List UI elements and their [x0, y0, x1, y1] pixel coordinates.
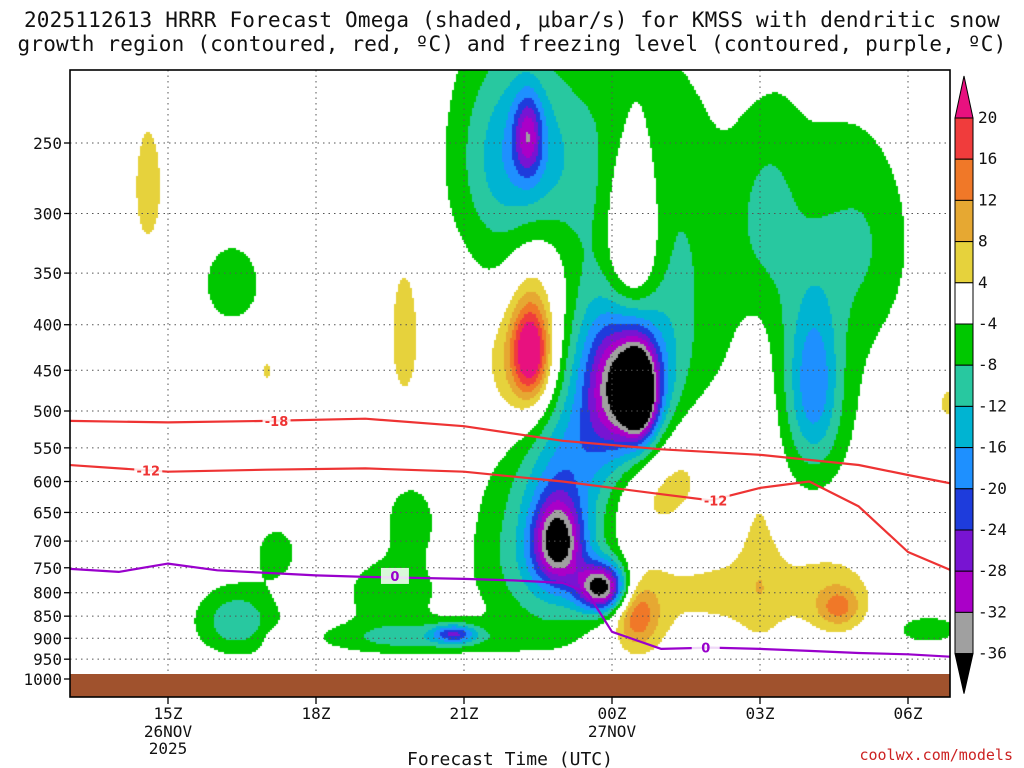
colorbar-label: 4: [978, 273, 988, 292]
colorbar-bottom-arrow: [954, 653, 974, 694]
ground-surface: [70, 674, 950, 697]
freezing-level-label: 0: [390, 570, 399, 585]
y-tick-label: 400: [33, 316, 62, 335]
colorbar-bin: [954, 529, 974, 572]
colorbar-bin: [954, 117, 974, 160]
omega-shading: [70, 70, 950, 697]
x-tick-label: 06Z: [894, 704, 923, 723]
x-tick-label: 03Z: [746, 704, 775, 723]
x-tick-date: 26NOV: [144, 722, 193, 741]
colorbar-bin: [954, 282, 974, 325]
colorbar-bin: [954, 199, 974, 243]
y-tick-label: 450: [33, 361, 62, 380]
freezing-level-label-bg: [380, 567, 409, 584]
freezing-level-line: [70, 562, 950, 658]
x-tick-label: 21Z: [450, 704, 479, 723]
colorbar-bin: [954, 405, 974, 449]
isotherm-minus12-line: [70, 463, 950, 572]
colorbar-bin: [954, 447, 974, 490]
y-tick-label: 550: [33, 439, 62, 458]
isotherm-minus18-label: -18: [265, 415, 289, 430]
y-tick-label: 600: [33, 472, 62, 491]
colorbar-bin: [954, 241, 974, 284]
omega-shaded-field: [70, 70, 950, 697]
colorbar-label: -24: [978, 520, 1007, 539]
freezing-level-label-bg: [691, 639, 720, 656]
x-axis-label: Forecast Time (UTC): [407, 749, 613, 768]
chart-title-line-1: 2025112613 HRRR Forecast Omega (shaded, …: [23, 8, 1001, 32]
y-tick-label: 950: [33, 650, 62, 669]
temperature-contours: -18 -12 -12 0 0: [70, 412, 950, 658]
x-tick-label: 15Z: [154, 704, 183, 723]
colorbar-bin: [954, 364, 974, 407]
pressure-axis: 250 300 350 400 450 500 550 600 650 700 750 800 850 9…: [23, 134, 70, 689]
colorbar-label: -8: [978, 355, 997, 374]
y-tick-label: 800: [33, 584, 62, 603]
isotherm-minus18-label-bg: [262, 412, 291, 429]
y-tick-label: 250: [33, 134, 62, 153]
omega-colorbar: 20 16 12 8 4 -4 -8 -12 -16 -20 -24 -28 -32 -36: [954, 75, 1007, 694]
site-credit[interactable]: coolwx.com/models: [859, 746, 1013, 764]
colorbar-label: -4: [978, 314, 997, 333]
x-tick-label: 00Z: [598, 704, 627, 723]
colorbar-label: -20: [978, 479, 1007, 498]
isotherm-minus18-line: [70, 417, 950, 485]
y-tick-label: 750: [33, 559, 62, 578]
colorbar-bin: [954, 323, 974, 366]
x-tick-label: 18Z: [302, 704, 331, 723]
colorbar-label: -28: [978, 561, 1007, 580]
colorbar-label: -36: [978, 644, 1007, 663]
isotherm-minus12-label-bg: [134, 462, 163, 479]
y-tick-label: 350: [33, 264, 62, 283]
colorbar-label: -16: [978, 438, 1007, 457]
freezing-level-label: 0: [701, 642, 710, 657]
x-tick-date: 27NOV: [588, 722, 637, 741]
chart-title-line-2: growth region (contoured, red, ºC) and f…: [17, 32, 1007, 56]
colorbar-top-arrow: [954, 75, 974, 119]
colorbar-bin: [954, 488, 974, 531]
colorbar-label: -12: [978, 396, 1007, 415]
isotherm-minus12-label-bg: [701, 492, 730, 509]
y-tick-label: 850: [33, 607, 62, 626]
plot-frame: [69, 69, 951, 698]
isotherm-minus12-label: -12: [704, 494, 728, 509]
colorbar-label: 20: [978, 108, 997, 127]
y-tick-label: 700: [33, 532, 62, 551]
colorbar-bin: [954, 570, 974, 613]
colorbar-label: 16: [978, 149, 997, 168]
y-tick-label: 900: [33, 629, 62, 648]
y-tick-label: 650: [33, 503, 62, 522]
y-tick-label: 300: [33, 204, 62, 223]
x-tick-year: 2025: [149, 739, 188, 758]
colorbar-label: -32: [978, 602, 1007, 621]
colorbar-bin: [954, 158, 974, 201]
y-tick-label: 500: [33, 402, 62, 421]
isotherm-minus12-label: -12: [137, 464, 161, 479]
y-tick-label: 1000: [23, 670, 62, 689]
colorbar-label: 8: [978, 232, 988, 251]
colorbar-label: 12: [978, 190, 997, 209]
colorbar-bin: [954, 611, 974, 655]
